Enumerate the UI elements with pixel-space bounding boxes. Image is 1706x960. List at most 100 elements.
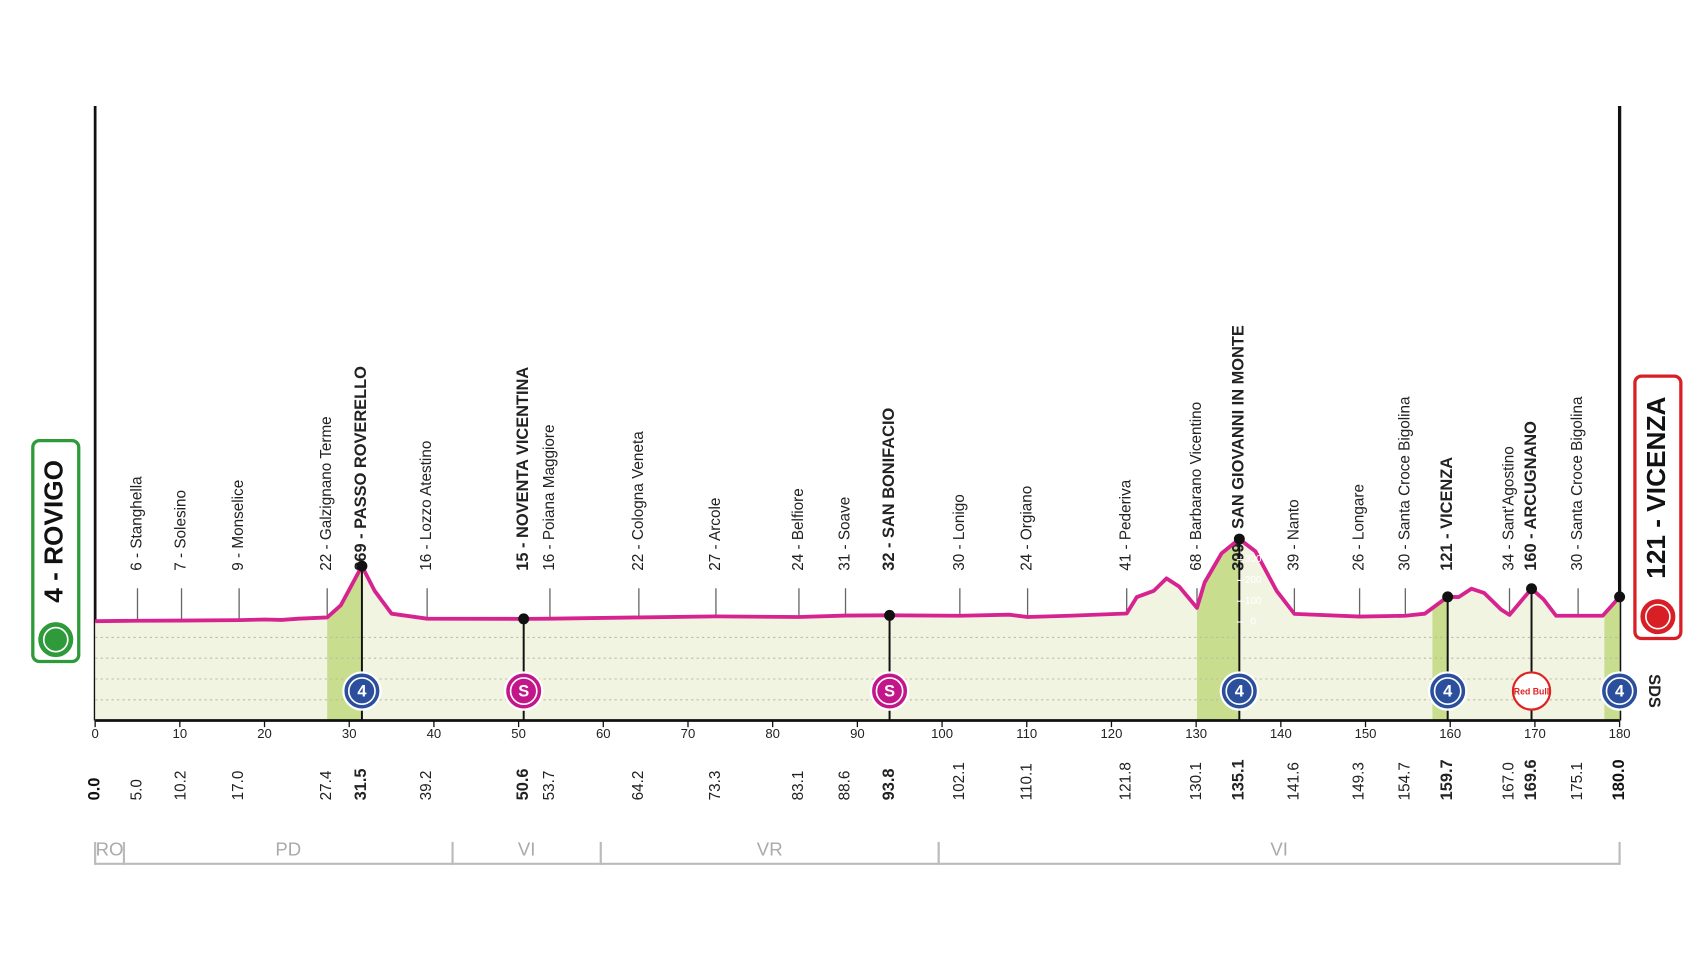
icon-ring bbox=[875, 677, 904, 705]
y-tick-label: 0 bbox=[1251, 617, 1257, 628]
waypoint-label: 68 - Barbarano Vicentino bbox=[1188, 402, 1205, 571]
km-label: 50.6 bbox=[514, 768, 532, 800]
km-label: 159.7 bbox=[1438, 759, 1456, 800]
waypoint-label: 30 - Santa Croce Bigolina bbox=[1396, 396, 1413, 571]
icon-label: Red Bull bbox=[1514, 686, 1549, 696]
km-label: 167.0 bbox=[1501, 762, 1518, 800]
waypoint-label: 9 - Monselice bbox=[230, 480, 247, 571]
waypoint-label: 160 - ARCUGNANO bbox=[1522, 421, 1540, 571]
x-tick-label: 30 bbox=[342, 726, 357, 741]
x-tick-label: 0 bbox=[91, 726, 98, 741]
km-label: 110.1 bbox=[1019, 763, 1036, 800]
province-name: VR bbox=[757, 839, 783, 860]
icon-label: 4 bbox=[1443, 682, 1453, 700]
km-label: 141.6 bbox=[1285, 762, 1302, 800]
finish-dot bbox=[1614, 591, 1626, 603]
km-label: 121.8 bbox=[1118, 762, 1135, 800]
waypoint-label: 399 - SAN GIOVANNI IN MONTE bbox=[1230, 325, 1248, 571]
km-label: 154.7 bbox=[1396, 762, 1413, 800]
km-label: 17.0 bbox=[230, 771, 247, 801]
x-tick-label: 100 bbox=[931, 726, 953, 741]
km-label: 93.8 bbox=[880, 768, 898, 800]
start-icon-ring bbox=[42, 626, 69, 653]
waypoint-label: 24 - Belfiore bbox=[790, 488, 807, 570]
km-label: 149.3 bbox=[1351, 762, 1368, 800]
waypoint-dot bbox=[1442, 591, 1454, 603]
icon-label: 4 bbox=[357, 682, 367, 700]
x-tick-label: 180 bbox=[1609, 726, 1631, 741]
waypoint-dot bbox=[1233, 533, 1245, 545]
province-name: RO bbox=[96, 839, 124, 860]
waypoint-label: 16 - Poiana Maggiore bbox=[541, 424, 558, 570]
waypoint-dot bbox=[518, 613, 530, 625]
waypoint-dot bbox=[884, 609, 896, 621]
waypoint-label: 31 - Soave bbox=[837, 497, 854, 571]
km-label: 0.0 bbox=[85, 778, 103, 801]
start-badge bbox=[31, 438, 81, 664]
km-label: 83.1 bbox=[790, 771, 807, 801]
icon-ring bbox=[1433, 677, 1462, 705]
km-label: 169.6 bbox=[1522, 759, 1540, 800]
icon-sponsor bbox=[1511, 671, 1552, 711]
waypoint-dot bbox=[1526, 583, 1537, 595]
x-tick-label: 50 bbox=[511, 726, 526, 741]
waypoint-label: 16 - Lozzo Atestino bbox=[418, 441, 435, 571]
waypoint-label: 30 - Lonigo bbox=[951, 494, 968, 571]
km-label: 73.3 bbox=[707, 771, 724, 801]
finish-icon-ring bbox=[1645, 603, 1671, 630]
waypoint-label: 30 - Santa Croce Bigolina bbox=[1569, 396, 1586, 571]
finish-icon bbox=[1638, 596, 1678, 637]
km-label: 88.6 bbox=[837, 771, 854, 801]
y-tick-label: 100 bbox=[1245, 596, 1262, 607]
start-name: 4 - ROVIGO bbox=[39, 460, 69, 603]
x-tick-label: 60 bbox=[596, 726, 611, 741]
x-tick-label: 160 bbox=[1439, 726, 1461, 741]
sds-label: SDS bbox=[1645, 674, 1663, 708]
x-tick-label: 110 bbox=[1016, 726, 1037, 741]
icon-label: 4 bbox=[1615, 682, 1625, 700]
waypoint-label: 24 - Orgiano bbox=[1019, 486, 1036, 571]
profile-line bbox=[95, 537, 1622, 624]
x-tick-label: 80 bbox=[765, 726, 780, 741]
waypoint-label: 22 - Cologna Veneta bbox=[630, 431, 647, 571]
icon-label: 4 bbox=[1235, 682, 1245, 700]
km-label: 64.2 bbox=[630, 771, 647, 801]
km-label: 135.1 bbox=[1230, 759, 1248, 800]
y-tick-label: 300 bbox=[1245, 554, 1262, 565]
km-label: 39.2 bbox=[418, 771, 435, 801]
icon-ring bbox=[1605, 677, 1634, 705]
waypoint-label: 39 - Nanto bbox=[1285, 499, 1302, 570]
province-name: VI bbox=[1270, 839, 1288, 860]
waypoint-label: 22 - Galzignano Terme bbox=[318, 416, 335, 570]
finish-badge bbox=[1633, 374, 1683, 641]
start-icon bbox=[36, 619, 76, 660]
km-label: 180.0 bbox=[1610, 759, 1628, 800]
x-tick-label: 10 bbox=[173, 726, 188, 741]
waypoint-label: 26 - Longare bbox=[1351, 484, 1368, 571]
waypoint-label: 121 - VICENZA bbox=[1438, 457, 1456, 571]
waypoint-label: 6 - Stanghella bbox=[129, 476, 146, 571]
waypoint-label: 34 - Sant'Agostino bbox=[1501, 446, 1518, 571]
x-tick-label: 70 bbox=[681, 726, 696, 741]
waypoint-label: 32 - SAN BONIFACIO bbox=[880, 407, 898, 570]
x-tick-label: 90 bbox=[850, 726, 865, 741]
province-name: PD bbox=[275, 839, 301, 860]
km-label: 5.0 bbox=[129, 779, 146, 800]
icon-ring bbox=[1225, 677, 1254, 705]
km-label: 31.5 bbox=[352, 768, 370, 800]
km-label: 53.7 bbox=[541, 771, 558, 801]
waypoint-label: 269 - PASSO ROVERELLO bbox=[352, 366, 370, 571]
y-tick-label: 200 bbox=[1245, 575, 1262, 586]
x-tick-label: 130 bbox=[1185, 726, 1207, 741]
x-tick-label: 40 bbox=[427, 726, 442, 741]
waypoint-dot bbox=[356, 560, 368, 572]
waypoint-label: 41 - Pederiva bbox=[1118, 479, 1135, 570]
icon-ring bbox=[347, 677, 376, 705]
province-name: VI bbox=[518, 839, 536, 860]
icon-label: S bbox=[884, 682, 895, 700]
plot-over: 6 - Stanghella 5.0 7 - Solesino 10.2 9 - Mon… bbox=[31, 325, 1683, 865]
waypoint-label: 15 - NOVENTA VICENTINA bbox=[514, 367, 532, 571]
icon-label: S bbox=[518, 682, 529, 700]
km-label: 175.1 bbox=[1569, 762, 1586, 800]
